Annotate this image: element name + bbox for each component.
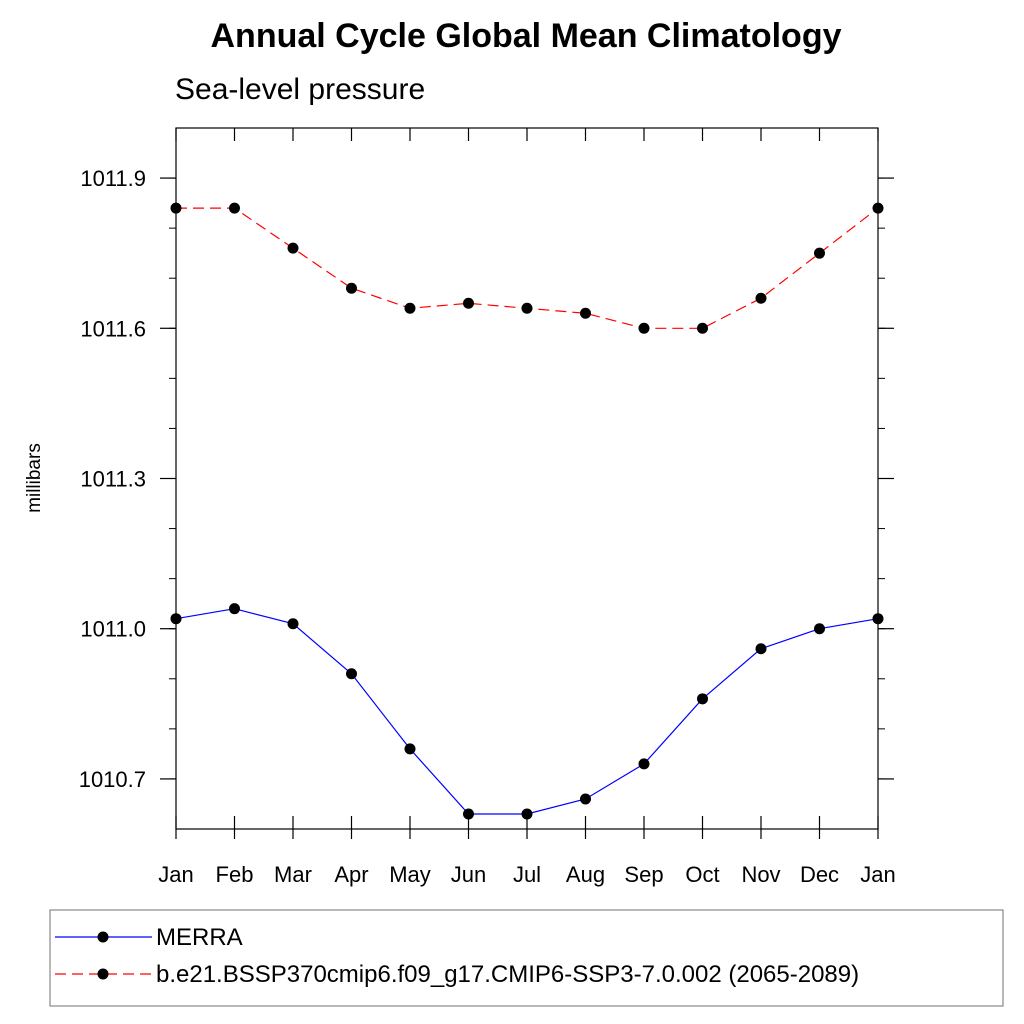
legend-marker-0 — [97, 931, 109, 943]
x-tick-label: May — [389, 862, 431, 887]
y-tick-labels: 1010.7 1011.0 1011.3 1011.6 1011.9 — [79, 166, 146, 792]
y-tick-label: 1011.3 — [80, 467, 146, 492]
series-0-point — [755, 643, 767, 655]
series-1-point — [814, 247, 825, 259]
series-0-point — [170, 613, 182, 625]
y-tick-label: 1011.6 — [80, 316, 146, 341]
x-tick-label: Jul — [513, 862, 541, 887]
series-1-point — [755, 292, 767, 304]
series-points — [170, 202, 884, 820]
series-1-point — [287, 242, 299, 254]
chart-title: Annual Cycle Global Mean Climatology — [211, 17, 842, 55]
legend: MERRA b.e21.BSSP370cmip6.f09_g17.CMIP6-SS… — [55, 924, 859, 988]
x-tick-label: Apr — [334, 862, 368, 887]
chart-subtitle: Sea-level pressure — [175, 73, 425, 106]
x-tick-label: Sep — [624, 862, 663, 887]
series-1-point — [580, 307, 591, 319]
series-1-point — [170, 202, 182, 214]
y-axis-label: millibars — [24, 443, 45, 513]
x-tick-label: Dec — [800, 862, 839, 887]
y-tick-label: 1010.7 — [79, 767, 146, 792]
series-lines — [175, 207, 879, 815]
x-tick-label: Mar — [274, 862, 312, 887]
series-0-point — [814, 623, 825, 635]
x-tick-label: Nov — [741, 862, 780, 887]
series-0-point — [346, 668, 357, 680]
series-0-point — [872, 613, 884, 625]
series-1-point — [346, 282, 357, 294]
legend-label-0: MERRA — [156, 924, 243, 951]
series-1-point — [521, 302, 533, 314]
series-0-point — [229, 603, 240, 615]
series-1-point — [872, 202, 884, 214]
series-1-point — [697, 322, 708, 334]
series-1-point — [229, 202, 240, 214]
series-0-point — [580, 793, 591, 805]
series-1-point — [463, 297, 474, 309]
series-0-point — [404, 743, 416, 755]
x-tick-label: Feb — [216, 862, 254, 887]
legend-box — [49, 909, 1004, 1007]
series-0-point — [697, 693, 708, 705]
x-tick-label: Jan — [860, 862, 895, 887]
x-tick-labels: Jan Feb Mar Apr May Jun Jul Aug Sep Oct Nov Dec Jan — [158, 862, 895, 887]
series-1-point — [638, 322, 650, 334]
series-0-point — [463, 808, 474, 820]
y-tick-label: 1011.9 — [80, 166, 146, 191]
legend-label-1: b.e21.BSSP370cmip6.f09_g17.CMIP6-SSP3-7.… — [156, 961, 859, 988]
x-tick-label: Jan — [158, 862, 193, 887]
series-0-point — [521, 808, 533, 820]
series-line-0 — [175, 608, 879, 815]
y-tick-label: 1011.0 — [80, 617, 146, 642]
series-0-point — [638, 758, 650, 770]
series-0-point — [287, 618, 299, 630]
series-1-point — [404, 302, 416, 314]
x-tick-label: Oct — [685, 862, 719, 887]
x-tick-label: Jun — [451, 862, 486, 887]
legend-marker-1 — [97, 968, 109, 980]
x-tick-label: Aug — [566, 862, 605, 887]
tick-marks — [160, 128, 894, 839]
plot-frame — [175, 127, 879, 830]
